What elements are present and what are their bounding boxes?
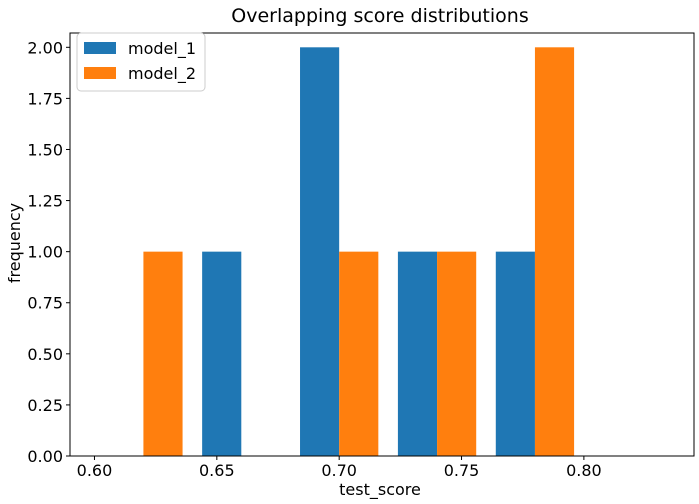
x-tick-label: 0.70 [321, 461, 357, 480]
bar-model-2-0 [143, 251, 183, 456]
bar-model-1-2 [397, 251, 438, 456]
legend-swatch-model-2 [84, 67, 116, 79]
x-axis-label: test_score [339, 480, 421, 500]
legend: model_1 model_2 [76, 32, 206, 92]
y-tick-label: 1.50 [27, 140, 63, 159]
legend-swatch-model-1 [84, 42, 116, 54]
y-tick-label: 0.75 [27, 294, 63, 313]
x-tick-label: 0.75 [444, 461, 480, 480]
x-axis: 0.60 0.65 0.70 0.75 0.80 [77, 456, 602, 480]
legend-label-model-1: model_1 [128, 39, 196, 59]
y-tick-label: 2.00 [27, 38, 63, 57]
x-tick-label: 0.80 [566, 461, 602, 480]
y-axis-label: frequency [5, 203, 24, 283]
bar-model-1-3 [495, 251, 535, 456]
bar-model-1-1 [300, 47, 340, 456]
bar-model-2-3 [534, 47, 575, 456]
x-tick-label: 0.60 [77, 461, 113, 480]
y-tick-label: 0.00 [27, 447, 63, 466]
y-axis: 0.00 0.25 0.50 0.75 1.00 1.25 1.50 1.75 2.00 [27, 38, 70, 466]
bar-model-1-0 [202, 251, 242, 456]
bars-layer [143, 47, 575, 456]
plot-frame [69, 32, 695, 457]
chart-title: Overlapping score distributions [231, 5, 528, 27]
x-tick-label: 0.65 [199, 461, 235, 480]
y-tick-label: 0.25 [27, 396, 63, 415]
y-tick-label: 0.50 [27, 345, 63, 364]
y-tick-label: 1.25 [27, 192, 63, 211]
bar-model-2-2 [437, 251, 477, 456]
y-tick-label: 1.00 [27, 243, 63, 262]
y-tick-label: 1.75 [27, 89, 63, 108]
legend-label-model-2: model_2 [128, 64, 196, 84]
bar-model-2-1 [339, 251, 379, 456]
